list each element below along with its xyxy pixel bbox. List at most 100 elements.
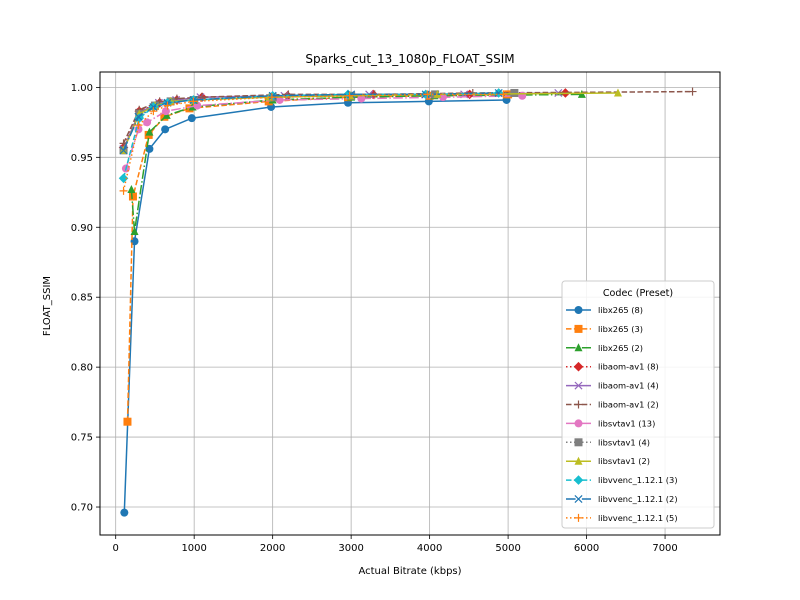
data-point [163, 101, 172, 110]
plot-frame [99, 71, 721, 536]
y-tick-label: 0.70 [71, 503, 93, 514]
legend-entry: libx265 (2) [566, 343, 643, 353]
x-tick-label: 5000 [495, 543, 520, 554]
data-point [161, 125, 170, 134]
legend-marker [574, 438, 583, 447]
legend-marker [573, 361, 584, 372]
x-tick-label: 7000 [652, 543, 677, 554]
legend-marker [574, 381, 583, 390]
data-point [499, 90, 508, 99]
data-point [187, 114, 196, 123]
data-point [510, 88, 519, 97]
x-tick-label: 2000 [260, 543, 285, 554]
data-point [119, 186, 128, 195]
legend-marker [574, 324, 583, 333]
x-tick-label: 4000 [417, 543, 442, 554]
data-point [130, 226, 139, 235]
data-point [189, 97, 198, 106]
legend-items: libx265 (8) libx265 (3) libx265 (2) libaom-… [566, 305, 678, 523]
legend-entry: libvvenc_1.12.1 (3) [566, 475, 678, 485]
legend-marker [574, 419, 583, 428]
legend-entry: libaom-av1 (8) [566, 362, 659, 372]
legend-label: libaom-av1 (8) [598, 362, 659, 372]
data-point [268, 91, 277, 100]
legend-label: libvvenc_1.12.1 (3) [598, 475, 678, 485]
legend-label: libvvenc_1.12.1 (2) [598, 494, 678, 504]
series-1 [120, 95, 511, 517]
data-point [357, 94, 366, 103]
legend-marker [574, 306, 583, 314]
series-line [126, 93, 509, 422]
x-tick-label: 1000 [181, 543, 206, 554]
legend-marker [574, 494, 583, 504]
data-point [423, 90, 432, 99]
y-tick-label: 0.95 [71, 153, 93, 164]
legend-marker [574, 513, 583, 522]
data-point [267, 93, 276, 102]
data-point [345, 91, 354, 100]
legend-marker [574, 400, 583, 409]
data-point [347, 90, 356, 99]
legend-entry: libsvtav1 (13) [566, 418, 655, 428]
legend-label: libx265 (3) [598, 324, 643, 334]
data-point [149, 102, 158, 111]
data-point [275, 95, 284, 104]
y-axis: 0.70 0.75 0.80 0.85 0.90 0.95 1.00 [71, 83, 100, 514]
data-point [688, 87, 697, 96]
x-tick-label: 3000 [338, 543, 363, 554]
y-tick-label: 0.85 [71, 293, 93, 304]
legend-entry: libsvtav1 (4) [566, 437, 650, 447]
legend-entry: libaom-av1 (2) [566, 400, 659, 410]
data-point [494, 88, 503, 98]
x-axis: 0 1000 2000 3000 4000 5000 6000 7000 [113, 535, 678, 554]
y-tick-label: 1.00 [71, 83, 93, 94]
series-12 [119, 90, 508, 195]
data-point [119, 146, 128, 155]
legend-entry: libvvenc_1.12.1 (5) [566, 513, 678, 523]
y-tick-label: 0.90 [71, 223, 93, 234]
legend-entry: libvvenc_1.12.1 (2) [566, 494, 678, 504]
legend-label: libvvenc_1.12.1 (5) [598, 513, 678, 523]
x-axis-label: Actual Bitrate (kbps) [358, 566, 461, 577]
data-point [127, 184, 136, 193]
legend-label: libsvtav1 (2) [598, 456, 650, 466]
legend-label: libaom-av1 (4) [598, 381, 659, 391]
y-axis-label: FLOAT_SSIM [42, 276, 53, 336]
legend-label: libx265 (2) [598, 343, 643, 353]
legend-entry: libx265 (3) [566, 324, 643, 334]
x-tick-label: 0 [113, 543, 119, 554]
data-point [128, 192, 137, 201]
legend-marker [573, 475, 584, 485]
data-point [343, 89, 353, 100]
data-point [123, 417, 132, 426]
data-point [118, 173, 129, 184]
data-point [438, 93, 447, 102]
series-layer [118, 87, 697, 517]
legend-label: libaom-av1 (2) [598, 400, 659, 410]
x-tick-label: 6000 [574, 543, 599, 554]
data-point [134, 112, 143, 121]
data-point [120, 508, 129, 517]
legend-title: Codec (Preset) [603, 288, 673, 299]
chart-title: Sparks_cut_13_1080p_FLOAT_SSIM [305, 52, 514, 66]
legend-label: libx265 (8) [598, 305, 643, 315]
data-point [149, 107, 158, 116]
data-point [143, 118, 152, 127]
legend-entry: libaom-av1 (4) [566, 381, 659, 391]
legend-label: libsvtav1 (13) [598, 418, 655, 428]
data-point [161, 107, 170, 116]
legend-marker [574, 343, 583, 352]
data-point [134, 121, 143, 130]
legend-entry: libx265 (8) [566, 305, 643, 315]
legend: Codec (Preset) libx265 (8)libx265 (3)lib… [561, 280, 715, 529]
y-tick-label: 0.75 [71, 433, 93, 444]
legend-marker [574, 456, 583, 465]
legend-entry: libsvtav1 (2) [566, 456, 650, 466]
data-point [145, 127, 154, 136]
legend-label: libsvtav1 (4) [598, 437, 650, 447]
y-tick-label: 0.80 [71, 363, 93, 374]
data-point [185, 104, 194, 113]
legend-box [561, 280, 715, 529]
data-point [613, 88, 622, 97]
